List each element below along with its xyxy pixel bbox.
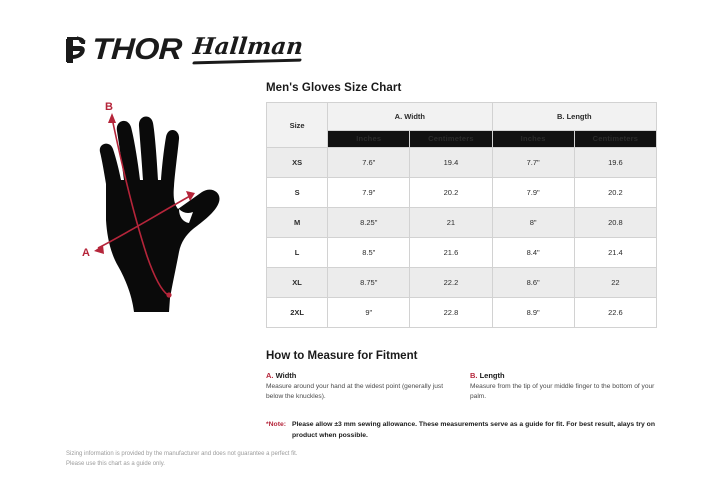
measure-length-column: B. Length Measure from the tip of your m… xyxy=(470,371,658,402)
how-to-measure-columns: A. Width Measure around your hand at the… xyxy=(266,371,658,402)
length-measure-line xyxy=(111,117,169,296)
cell-length-in: 8.9" xyxy=(491,297,575,328)
footer-line-2: Please use this chart as a guide only. xyxy=(66,460,165,467)
cell-width-in: 7.6" xyxy=(327,147,411,178)
cell-length-in: 8.6" xyxy=(491,267,575,298)
note-row: *Note: Please allow ±3 mm sewing allowan… xyxy=(266,420,658,441)
table-row: 2XL 9" 22.8 8.9" 22.6 xyxy=(265,297,658,328)
length-label-b: B xyxy=(105,101,113,113)
table-row: S 7.9" 20.2 7.9" 20.2 xyxy=(265,177,658,208)
cell-width-in: 8.75" xyxy=(327,267,411,298)
measure-width-label: A. Width xyxy=(266,371,454,380)
page-title: Men's Gloves Size Chart xyxy=(266,82,402,94)
table-row: M 8.25" 21 8" 20.8 xyxy=(265,207,658,238)
header-length-inches: Inches xyxy=(491,129,575,149)
note-key: *Note: xyxy=(266,420,287,428)
header-size: Size xyxy=(265,102,329,148)
table-header-unit-row: Inches Centimeters Inches Centimeters xyxy=(267,129,658,149)
glove-measurement-diagram: B A xyxy=(62,96,262,328)
cell-width-in: 7.9" xyxy=(327,177,411,208)
measure-width-column: A. Width Measure around your hand at the… xyxy=(266,371,454,402)
glove-thumb-notch xyxy=(179,209,193,223)
cell-length-cm: 20.8 xyxy=(573,207,658,238)
header-group-width: A. Width xyxy=(327,102,493,131)
cell-length-cm: 21.4 xyxy=(573,237,658,268)
width-label-a: A xyxy=(82,247,90,259)
table-row: XS 7.6" 19.4 7.7" 19.6 xyxy=(265,147,658,178)
cell-length-in: 8.4" xyxy=(491,237,575,268)
table-header-group-row: Size A. Width B. Length xyxy=(265,102,658,148)
cell-width-cm: 21 xyxy=(409,207,493,238)
cell-width-in: 8.5" xyxy=(327,237,411,268)
cell-length-cm: 19.6 xyxy=(573,147,658,178)
measure-length-name: Length xyxy=(479,371,505,380)
cell-length-in: 7.7" xyxy=(491,147,575,178)
thor-logo: THOR xyxy=(64,33,183,66)
width-arrow-head-left xyxy=(94,245,104,254)
brand-bar: THOR Hallman xyxy=(64,30,305,70)
cell-width-cm: 20.2 xyxy=(409,177,493,208)
note-text: Please allow ±3 mm sewing allowance. The… xyxy=(292,421,655,439)
cell-size: M xyxy=(265,207,329,238)
measure-width-text: Measure around your hand at the widest p… xyxy=(266,383,444,400)
cell-length-cm: 22 xyxy=(573,267,658,298)
how-to-measure-title: How to Measure for Fitment xyxy=(266,350,418,362)
width-arrow-head-right xyxy=(186,191,195,201)
cell-size: S xyxy=(265,177,329,208)
header-group-length: B. Length xyxy=(491,102,658,131)
width-measure-line xyxy=(97,195,191,249)
length-arrow-head-top xyxy=(108,113,116,123)
measure-length-text: Measure from the tip of your middle fing… xyxy=(470,383,655,400)
size-chart-panel: Men's Gloves Size Chart Size A. Width B.… xyxy=(265,82,658,328)
size-table: Size A. Width B. Length Inches Centimete… xyxy=(265,102,658,328)
cell-width-in: 8.25" xyxy=(327,207,411,238)
measure-length-label: B. Length xyxy=(470,371,658,380)
cell-width-cm: 22.2 xyxy=(409,267,493,298)
cell-size: XL xyxy=(265,267,329,298)
measure-width-name: Width xyxy=(275,371,297,380)
cell-width-cm: 21.6 xyxy=(409,237,493,268)
how-to-measure-section: How to Measure for Fitment A. Width Meas… xyxy=(266,350,658,402)
cell-length-cm: 20.2 xyxy=(573,177,658,208)
footer-line-1: Sizing information is provided by the ma… xyxy=(66,451,298,457)
cell-length-in: 7.9" xyxy=(491,177,575,208)
thor-wordmark: THOR xyxy=(91,33,183,66)
hallman-wordmark: Hallman xyxy=(191,33,305,60)
cell-width-in: 9" xyxy=(327,297,411,328)
header-width-inches: Inches xyxy=(327,129,411,149)
cell-size: XS xyxy=(265,147,329,178)
cell-width-cm: 19.4 xyxy=(409,147,493,178)
cell-width-cm: 22.8 xyxy=(409,297,493,328)
cell-length-cm: 22.6 xyxy=(573,297,658,328)
length-end-dot xyxy=(166,292,172,298)
hallman-logo: Hallman xyxy=(191,33,305,65)
thor-hammer-icon xyxy=(66,36,86,63)
table-row: L 8.5" 21.6 8.4" 21.4 xyxy=(265,237,658,268)
header-width-centimeters: Centimeters xyxy=(409,129,493,149)
table-row: XL 8.75" 22.2 8.6" 22 xyxy=(265,267,658,298)
measure-width-key: A. xyxy=(266,371,274,380)
glove-illustration-svg: B A xyxy=(82,101,220,312)
cell-length-in: 8" xyxy=(491,207,575,238)
header-length-centimeters: Centimeters xyxy=(573,129,658,149)
cell-size: 2XL xyxy=(265,297,329,328)
cell-size: L xyxy=(265,237,329,268)
footer-disclaimer: Sizing information is provided by the ma… xyxy=(66,450,416,469)
measure-length-key: B. xyxy=(470,371,478,380)
